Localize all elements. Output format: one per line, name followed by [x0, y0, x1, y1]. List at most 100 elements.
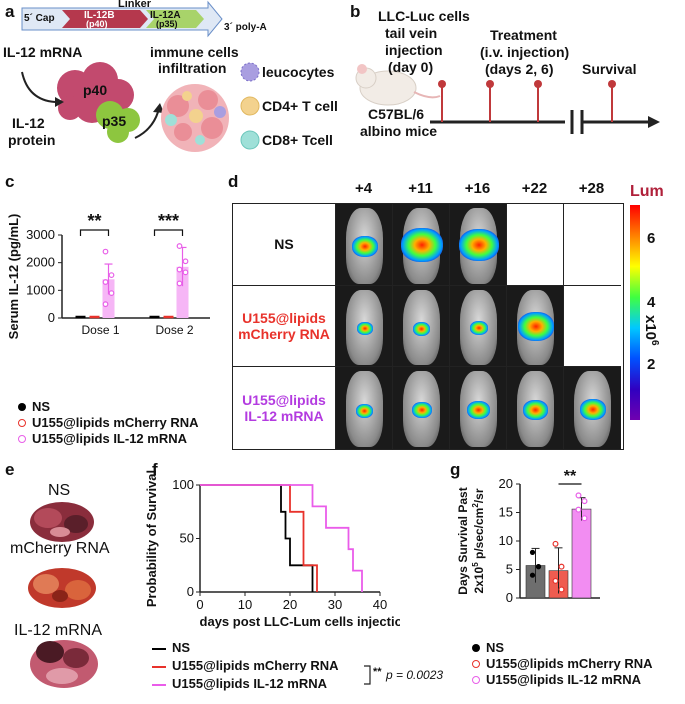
c-point [108, 290, 115, 296]
c-ytick-label: 1000 [26, 282, 55, 297]
colorbar-tick-6: 6 [647, 230, 656, 247]
imaging-cell [336, 367, 393, 449]
g-point [575, 506, 582, 513]
legend-c-il12-text: U155@lipids IL-12 mRNA [32, 431, 187, 446]
legend-c-mcherry-text: U155@lipids mCherry RNA [32, 415, 199, 430]
imaging-row-label-line1: NS [274, 236, 294, 253]
c-point [102, 248, 109, 255]
imaging-cell [393, 285, 450, 368]
pin-survival [608, 80, 616, 122]
lung-il12-label: IL-12 mRNA [14, 622, 103, 639]
f-xtick-label: 0 [196, 597, 203, 612]
colorbar-unit-exp: 6 [649, 340, 660, 346]
g-ytick-label: 5 [506, 562, 513, 577]
cells-label-4: (day 0) [388, 59, 434, 75]
il12-mrna-label: IL-12 mRNA [3, 44, 83, 60]
c-sig-stars: ** [87, 211, 101, 231]
c-xtick-label: Dose 2 [155, 323, 193, 337]
g-point [529, 549, 536, 555]
legend-f-mcherry-line [152, 665, 166, 668]
g-point [558, 563, 565, 570]
g-point [575, 492, 582, 499]
imaging-row-label: U155@lipids IL-12 mRNA [233, 367, 336, 449]
imaging-cell [564, 204, 621, 286]
g-ylabel2: 2x105 p/sec/cm2/sr [471, 488, 486, 593]
c-xtick-label: Dose 1 [81, 323, 119, 337]
luminescence-signal [458, 228, 499, 261]
c-ytick-label: 3000 [26, 227, 55, 242]
imaging-cell [507, 285, 564, 368]
legend-f-pvalue: p = 0.0023 [386, 668, 444, 682]
luminescence-signal [579, 399, 606, 421]
legend-cd4: CD4+ T cell [262, 98, 338, 114]
lung-ns-image [30, 502, 94, 542]
legend-leucocytes: leucocytes [262, 64, 335, 80]
colorbar-unit-text: x10 [642, 315, 659, 341]
c-bar [176, 266, 189, 318]
legend-g-ns-text: NS [486, 640, 505, 655]
lung-ns-label: NS [48, 482, 71, 499]
imaging-cell [450, 204, 507, 286]
imaging-cell [564, 367, 621, 449]
g-ylabel2-part: 5 [471, 562, 480, 567]
legend-f-mcherry-text: U155@lipids mCherry RNA [172, 658, 339, 673]
c-point [176, 280, 183, 287]
pin-day6 [534, 80, 542, 122]
f-series-line [200, 484, 318, 592]
lung-images [28, 502, 98, 688]
p40-label: p40 [83, 82, 108, 98]
g-ytick-label: 10 [499, 533, 513, 548]
il12b-label: IL-12B [84, 10, 115, 21]
imaging-row-label-line2: IL-12 mRNA [244, 408, 324, 425]
legend-g-mcherry-text: U155@lipids mCherry RNA [486, 656, 653, 671]
legend-c-ns: NS [18, 399, 50, 414]
legend-c-il12-marker [18, 435, 26, 443]
colorbar-unit: x106 [642, 315, 660, 346]
luminescence-signal [356, 322, 373, 336]
luminescence-signal [469, 321, 488, 336]
luminescence-signal [413, 321, 430, 336]
mouse-icon [355, 64, 441, 106]
legend-g-il12-marker [472, 676, 480, 684]
c-point [102, 301, 109, 308]
g-ylabel: Days Survival Past [456, 487, 470, 594]
leucocytes-icon [240, 62, 260, 82]
g-point [581, 515, 588, 522]
f-ytick-label: 0 [187, 584, 194, 599]
imaging-cell [507, 367, 564, 449]
colorbar-tick-2: 2 [647, 356, 656, 373]
panel-a-graphic [21, 0, 260, 152]
il12b-p40-label: (p40) [86, 19, 108, 29]
legend-f-il12-line [152, 683, 166, 686]
luminescence-signal [467, 400, 490, 419]
day-header: +22 [521, 180, 548, 197]
immune-cells-label-1: immune cells [150, 44, 239, 60]
f-ylabel: Probability of Survival [144, 470, 159, 607]
day-header: +16 [464, 180, 491, 197]
il12a-p35-label: (p35) [156, 19, 178, 29]
chart-f: 0 50 100 0 10 20 30 40 Probability of Survival da… [144, 470, 400, 629]
immune-cells-label-2: infiltration [158, 60, 227, 76]
mouse-strain-label-1: C57BL/6 [368, 106, 425, 122]
imaging-row-label-line2: mCherry RNA [238, 325, 330, 342]
cells-label-3: injection [385, 42, 443, 58]
imaging-grid: NS U155@lipids mCherry RNA U155@lipids IL-12… [232, 203, 624, 450]
cells-label-2: tail vein [385, 25, 438, 41]
c-ylabel: Serum IL-12 (pg/mL) [6, 214, 21, 340]
imaging-day-headers: +4 +11 +16 +22 +28 [335, 180, 620, 200]
legend-c-il12: U155@lipids IL-12 mRNA [18, 431, 187, 446]
day-header: +4 [354, 180, 373, 197]
lung-il12-image [30, 640, 98, 688]
pin-day0 [438, 80, 446, 122]
il12-protein-blob [57, 62, 140, 143]
c-point [182, 258, 189, 265]
cd8-t-cell-icon [240, 130, 260, 150]
arrow-mrna-to-protein [21, 71, 56, 103]
f-xtick-label: 10 [238, 597, 252, 612]
panel-d-label: d [228, 172, 239, 191]
p35-label: p35 [102, 113, 127, 129]
il12-protein-label-2: protein [8, 132, 56, 148]
cells-label-1: LLC-Luc cells [378, 8, 470, 24]
f-ytick-label: 50 [180, 531, 194, 546]
g-ylabel2-part: /sr [472, 488, 486, 503]
